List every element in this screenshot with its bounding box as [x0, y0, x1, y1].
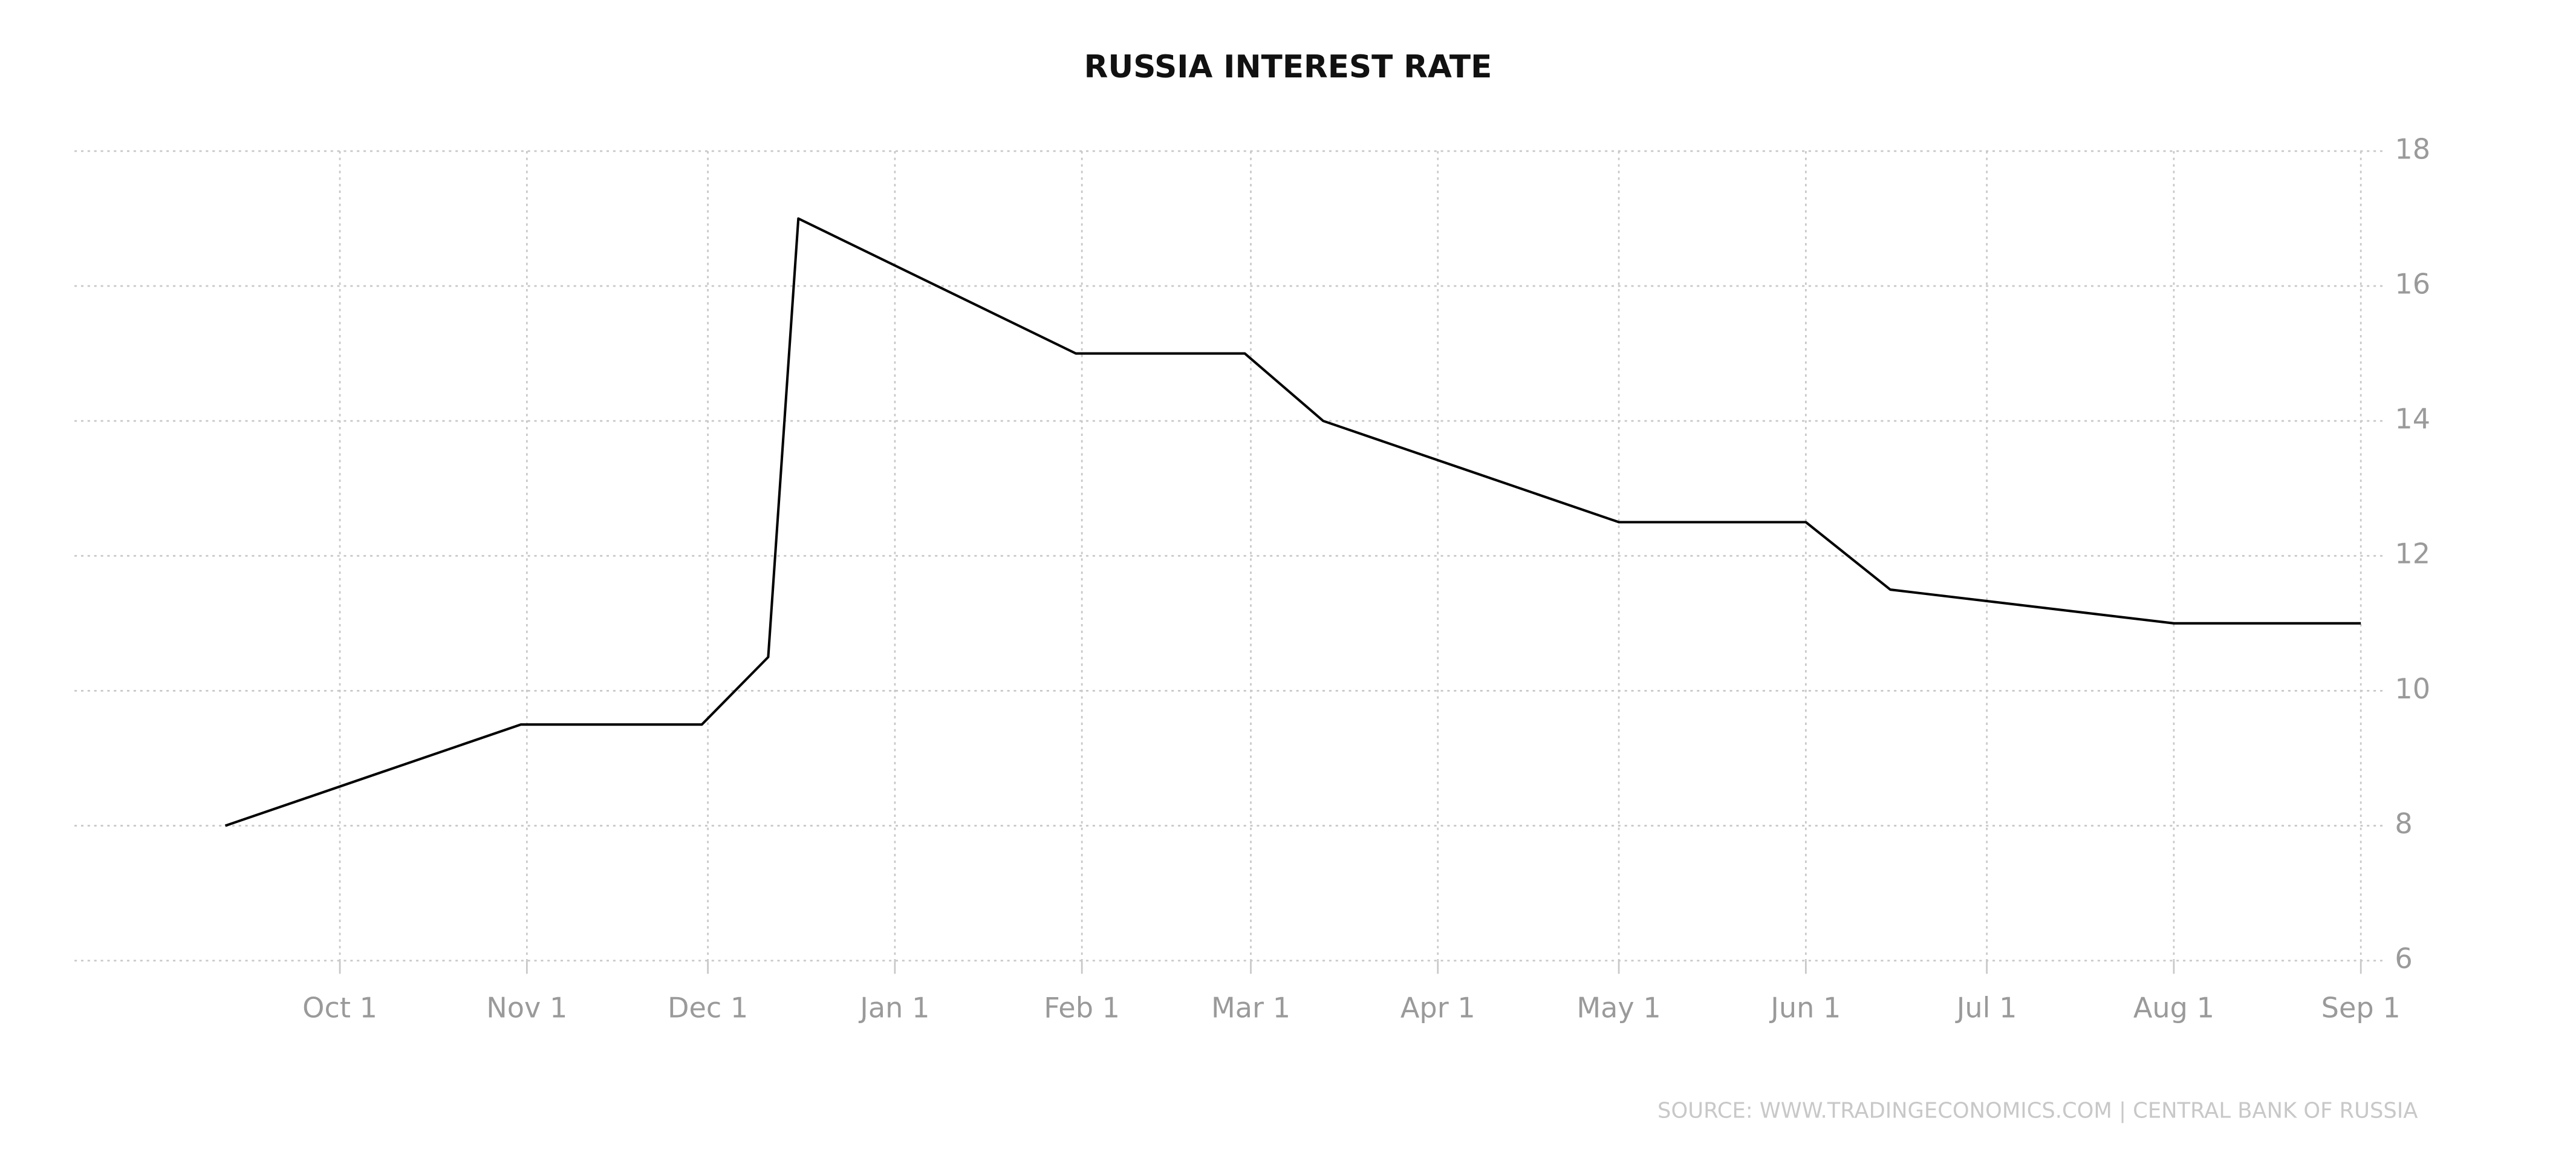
- y-tick-label: 10: [2395, 672, 2430, 705]
- source-note: SOURCE: WWW.TRADINGECONOMICS.COM | CENTR…: [1657, 1099, 2418, 1124]
- data-line: [224, 217, 2361, 827]
- y-tick-label: 8: [2395, 807, 2412, 840]
- x-tick-label: Oct 1: [302, 992, 377, 1024]
- x-tick-label: Feb 1: [1044, 992, 1120, 1024]
- y-tick-label: 14: [2395, 403, 2430, 435]
- x-tick-label: May 1: [1576, 992, 1660, 1024]
- y-tick-label: 12: [2395, 538, 2430, 570]
- chart-title: RUSSIA INTEREST RATE: [1084, 49, 1492, 85]
- x-tick-label: Dec 1: [668, 992, 748, 1024]
- y-tick-label: 6: [2395, 942, 2412, 975]
- x-tick-label: Sep 1: [2321, 992, 2401, 1024]
- y-tick-label: 16: [2395, 267, 2430, 300]
- x-tick-label: Apr 1: [1400, 992, 1475, 1024]
- x-tick-label: Nov 1: [486, 992, 567, 1024]
- x-tick-label: Aug 1: [2133, 992, 2214, 1024]
- x-tick-label: Mar 1: [1211, 992, 1290, 1024]
- x-tick-label: Jan 1: [858, 992, 929, 1024]
- x-tick-label: Jul 1: [1955, 992, 2017, 1024]
- y-tick-label: 18: [2395, 132, 2430, 165]
- x-tick-label: Jun 1: [1769, 992, 1841, 1024]
